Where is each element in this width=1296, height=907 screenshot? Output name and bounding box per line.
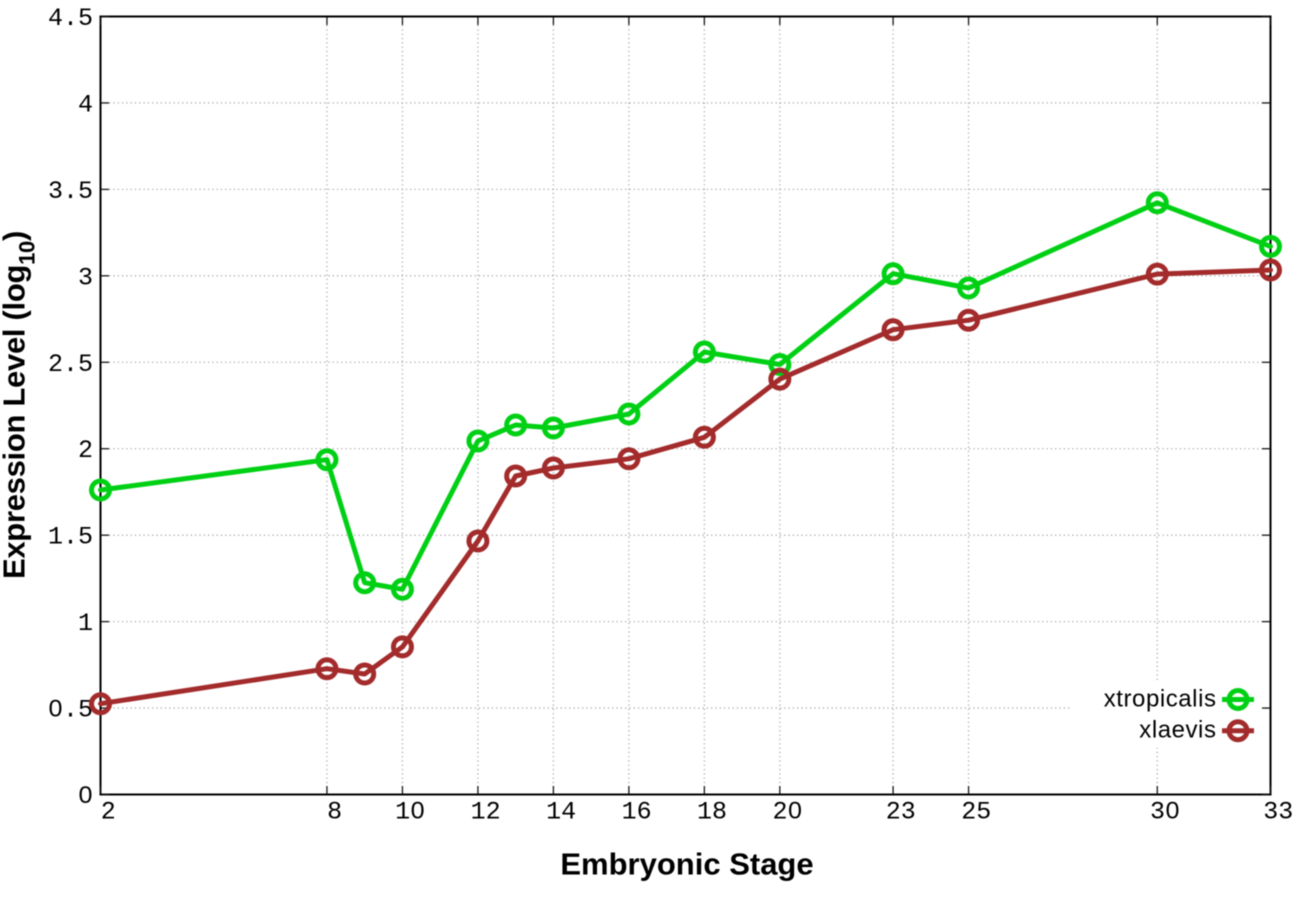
svg-text:xtropicalis: xtropicalis <box>1104 685 1217 712</box>
svg-text:2.5: 2.5 <box>48 350 93 379</box>
svg-text:3.5: 3.5 <box>48 177 93 206</box>
svg-text:2: 2 <box>101 797 116 826</box>
svg-text:30: 30 <box>1150 797 1180 826</box>
svg-text:1: 1 <box>78 609 93 638</box>
svg-text:33: 33 <box>1263 797 1293 826</box>
svg-text:3: 3 <box>78 263 93 292</box>
svg-text:4.5: 4.5 <box>48 4 93 33</box>
svg-text:23: 23 <box>886 797 916 826</box>
svg-text:16: 16 <box>622 797 652 826</box>
svg-text:12: 12 <box>471 797 501 826</box>
svg-text:8: 8 <box>327 797 342 826</box>
svg-text:25: 25 <box>961 797 991 826</box>
svg-text:Embryonic Stage: Embryonic Stage <box>560 847 813 882</box>
svg-text:14: 14 <box>546 797 576 826</box>
svg-text:10: 10 <box>395 797 425 826</box>
svg-text:2: 2 <box>78 436 93 465</box>
svg-text:1.5: 1.5 <box>48 523 93 552</box>
svg-text:20: 20 <box>773 797 803 826</box>
svg-text:18: 18 <box>697 797 727 826</box>
svg-text:xlaevis: xlaevis <box>1139 717 1216 744</box>
svg-text:4: 4 <box>78 90 93 119</box>
